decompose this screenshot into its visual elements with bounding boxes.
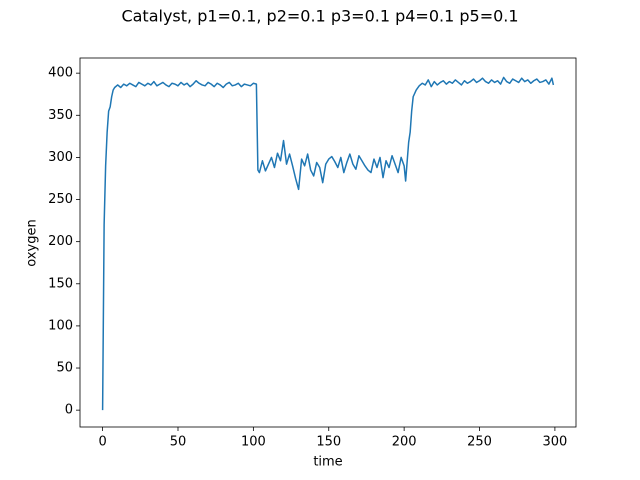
y-tick-label: 200 <box>48 234 73 249</box>
x-tick-label: 150 <box>316 435 341 450</box>
y-axis-label: oxygen <box>25 219 40 266</box>
y-tick-label: 350 <box>48 108 73 123</box>
y-tick-label: 300 <box>48 150 73 165</box>
x-tick-label: 300 <box>542 435 567 450</box>
plot-frame <box>79 57 577 428</box>
y-tick-label: 400 <box>48 66 73 81</box>
x-tick-label: 100 <box>241 435 266 450</box>
y-tick-label: 250 <box>48 192 73 207</box>
y-tick-label: 50 <box>56 361 73 376</box>
x-tick-label: 50 <box>170 435 187 450</box>
y-tick-label: 100 <box>48 318 73 333</box>
x-axis-label: time <box>313 455 342 470</box>
x-tick-label: 0 <box>98 435 106 450</box>
data-line <box>101 76 555 411</box>
chart-title: Catalyst, p1=0.1, p2=0.1 p3=0.1 p4=0.1 p… <box>121 7 518 26</box>
x-tick-label: 250 <box>467 435 492 450</box>
x-tick-label: 200 <box>392 435 417 450</box>
y-tick-label: 0 <box>65 403 73 418</box>
y-tick-label: 150 <box>48 276 73 291</box>
